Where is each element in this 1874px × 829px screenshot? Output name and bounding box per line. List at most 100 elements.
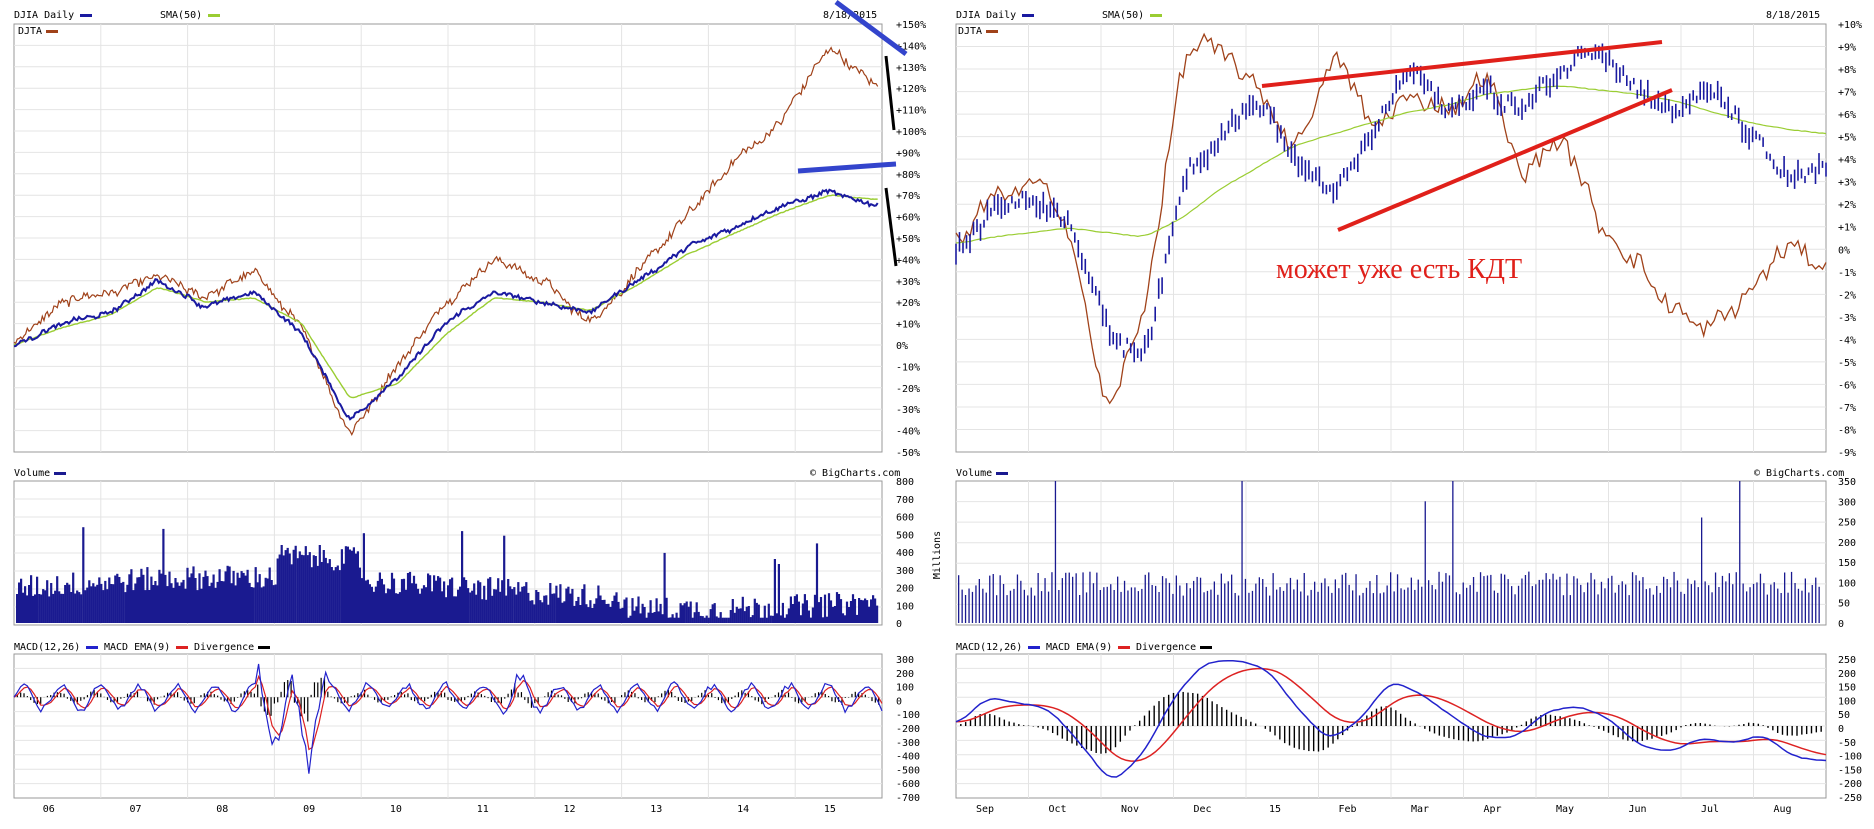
volume-bar: [1531, 586, 1533, 623]
x-tick-label: 12: [563, 804, 575, 815]
volume-bar: [1725, 581, 1727, 623]
volume-bar: [519, 591, 522, 623]
volume-bar: [978, 579, 980, 623]
y-tick-label: +5%: [1838, 133, 1856, 144]
volume-bar: [1023, 589, 1025, 623]
volume-bar: [1759, 573, 1762, 623]
volume-bar: [358, 567, 361, 623]
volume-bar: [839, 599, 843, 623]
volume-bar: [755, 602, 758, 623]
volume-bar: [479, 582, 482, 623]
volume-bar: [278, 554, 281, 623]
volume-bar: [693, 612, 696, 623]
right-legend-sma-swatch: [1150, 14, 1162, 17]
y-tick-label: -100: [1838, 752, 1862, 763]
volume-bar: [1500, 573, 1502, 623]
volume-bar: [132, 590, 135, 623]
volume-bar: [1203, 592, 1205, 623]
y-tick-label: +8%: [1838, 65, 1856, 76]
volume-bar: [354, 553, 357, 623]
volume-bar: [34, 594, 37, 623]
volume-bar: [226, 565, 229, 623]
volume-bar: [1307, 595, 1309, 623]
volume-bar: [1355, 574, 1357, 623]
volume-bar: [1448, 575, 1451, 623]
volume-bar: [78, 592, 81, 623]
volume-bar: [737, 608, 740, 623]
volume-bar: [751, 615, 754, 623]
volume-bar: [182, 579, 185, 623]
y-tick-label: 0: [1838, 619, 1844, 630]
volume-bar: [268, 567, 271, 623]
volume-bar: [32, 595, 35, 623]
volume-bar: [1808, 592, 1810, 623]
volume-bar: [685, 601, 688, 623]
x-tick-label: Jul: [1701, 804, 1719, 815]
volume-bar: [102, 590, 105, 623]
volume-bar: [1631, 572, 1634, 623]
left-legend-djia: DJIA Daily: [14, 10, 74, 21]
volume-bar: [318, 545, 321, 623]
volume-bar: [687, 606, 690, 623]
volume-bar: [262, 586, 265, 623]
volume-bar: [601, 600, 604, 623]
volume-bar: [631, 598, 634, 623]
volume-bar: [1117, 576, 1119, 623]
volume-bar: [1120, 591, 1122, 623]
right-legend-sma: SMA(50): [1102, 10, 1144, 21]
y-tick-label: -20%: [896, 384, 920, 395]
volume-bar: [204, 570, 207, 623]
volume-bar: [30, 575, 33, 623]
volume-bar: [1466, 587, 1468, 623]
volume-bar: [643, 607, 646, 623]
volume-bar: [144, 590, 147, 623]
volume-bar: [1428, 580, 1430, 623]
volume-bar: [1161, 576, 1164, 623]
volume-bar: [1286, 583, 1288, 623]
volume-bar: [807, 610, 810, 623]
volume-bar: [503, 535, 506, 623]
volume-bar: [1217, 594, 1219, 623]
volume-bar: [1182, 595, 1184, 623]
volume-bar: [453, 596, 456, 623]
y-tick-label: -600: [896, 779, 920, 790]
volume-bar: [1455, 592, 1457, 623]
volume-bar: [1811, 585, 1813, 623]
volume-bar: [260, 587, 263, 623]
y-tick-label: -3%: [1838, 313, 1856, 324]
volume-bar: [870, 599, 873, 623]
volume-bar: [1714, 572, 1717, 623]
volume-bar: [380, 578, 383, 623]
volume-bar: [1231, 574, 1233, 623]
right-macd-legend-macd: MACD(12,26): [956, 642, 1022, 653]
volume-bar: [874, 598, 877, 623]
volume-bar: [799, 615, 802, 623]
volume-bar: [130, 569, 133, 623]
volume-bar: [843, 615, 847, 623]
volume-bar: [1379, 593, 1381, 623]
volume-bar: [76, 590, 79, 623]
y-tick-label: 250: [1838, 655, 1856, 666]
volume-bar: [1424, 501, 1426, 623]
volume-bar: [603, 599, 606, 623]
right-macd-legend-ema: MACD EMA(9): [1046, 642, 1112, 653]
volume-bar: [340, 549, 343, 623]
volume-bar: [1372, 593, 1374, 623]
volume-bar: [172, 587, 175, 623]
volume-bar: [703, 617, 706, 623]
volume-bar: [435, 580, 438, 623]
volume-bar: [753, 598, 756, 623]
volume-bar: [741, 596, 744, 623]
volume-bar: [1704, 581, 1706, 623]
volume-bar: [1604, 588, 1606, 623]
volume-bar: [276, 558, 279, 623]
volume-bar: [651, 612, 654, 623]
volume-bar: [1383, 592, 1385, 623]
y-tick-label: -50%: [896, 448, 920, 459]
volume-bar: [437, 576, 440, 623]
volume-bar: [1151, 585, 1153, 623]
volume-bar: [378, 572, 381, 623]
volume-bar: [414, 583, 418, 623]
volume-bar: [717, 617, 720, 623]
volume-bar: [583, 584, 586, 623]
